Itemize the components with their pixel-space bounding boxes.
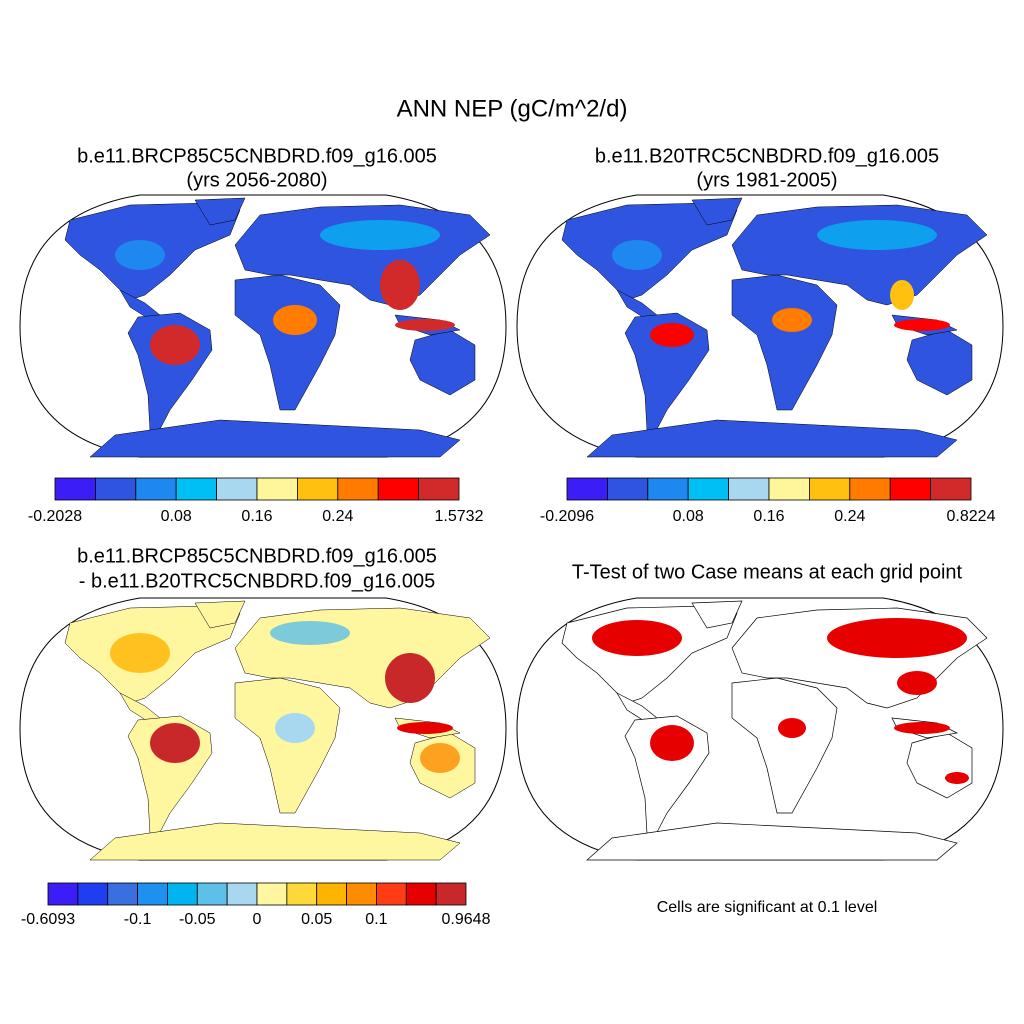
colorbar-box: [435, 882, 467, 906]
panel-title: (yrs 2056-2080): [186, 169, 327, 191]
colorbar-box: [607, 477, 649, 501]
colorbar-label: 0.08: [161, 508, 192, 525]
colorbar-box: [376, 882, 407, 906]
colorbar-box: [768, 477, 810, 501]
colorbar-label: -0.2096: [540, 508, 594, 525]
panel-title: b.e11.BRCP85C5CNBDRD.f09_g16.005: [77, 145, 437, 167]
colorbar-label: -0.6093: [21, 911, 75, 928]
colorbar-box: [167, 882, 198, 906]
colorbar-box: [95, 477, 137, 501]
panel-note: Cells are significant at 0.1 level: [657, 899, 878, 916]
colorbar-box: [137, 882, 168, 906]
colorbar-label: 0.1: [365, 911, 387, 928]
colorbar-box: [47, 882, 79, 906]
colorbar-label: -0.2028: [28, 508, 82, 525]
colorbar-label: 1.5732: [435, 508, 484, 525]
colorbar-box: [256, 477, 298, 501]
colorbar-box: [377, 477, 420, 501]
colorbar-label: 0.8224: [947, 508, 996, 525]
colorbar-box: [930, 477, 972, 501]
colorbar-box: [405, 882, 437, 906]
colorbar-label: -0.05: [179, 911, 216, 928]
colorbar-box: [728, 477, 770, 501]
colorbar-box: [107, 882, 138, 906]
figure-title: ANN NEP (gC/m^2/d): [397, 95, 628, 122]
colorbar-box: [316, 882, 347, 906]
colorbar-box: [216, 477, 258, 501]
colorbar-label: 0.16: [241, 508, 272, 525]
colorbar-box: [286, 882, 318, 906]
colorbar-box: [809, 477, 851, 501]
colorbar-box: [566, 477, 608, 501]
colorbar-box: [296, 477, 339, 501]
colorbar-box: [54, 477, 96, 501]
colorbar-box: [849, 477, 891, 501]
colorbar-box: [687, 477, 730, 501]
map-panel: [19, 194, 507, 458]
colorbar-box: [196, 882, 228, 906]
colorbar-label: 0.16: [753, 508, 784, 525]
panel-title: - b.e11.B20TRC5CNBDRD.f09_g16.005: [79, 570, 435, 592]
colorbar-box: [256, 882, 288, 906]
colorbar-box: [647, 477, 689, 501]
panel-title: (yrs 1981-2005): [696, 169, 837, 191]
colorbar-box: [135, 477, 177, 501]
map-panel: [516, 597, 1004, 861]
colorbar-label: -0.1: [124, 911, 152, 928]
map-panel: [516, 194, 1004, 458]
colorbar-label: 0.9648: [442, 911, 491, 928]
colorbar-box: [77, 882, 109, 906]
map-panel: [19, 597, 507, 861]
colorbar-box: [889, 477, 932, 501]
colorbar-label: 0.24: [834, 508, 865, 525]
colorbar-box: [337, 477, 379, 501]
colorbar-label: 0.05: [301, 911, 332, 928]
colorbar-label: 0.24: [322, 508, 353, 525]
panel-title: b.e11.BRCP85C5CNBDRD.f09_g16.005: [77, 545, 437, 567]
colorbar-box: [175, 477, 217, 501]
colorbar-box: [226, 882, 258, 906]
colorbar-box: [418, 477, 460, 501]
panel-title: T-Test of two Case means at each grid po…: [572, 561, 963, 583]
colorbar-box: [346, 882, 377, 906]
colorbar-label: 0.08: [673, 508, 704, 525]
colorbar-label: 0: [253, 911, 262, 928]
panel-title: b.e11.B20TRC5CNBDRD.f09_g16.005: [595, 145, 939, 167]
